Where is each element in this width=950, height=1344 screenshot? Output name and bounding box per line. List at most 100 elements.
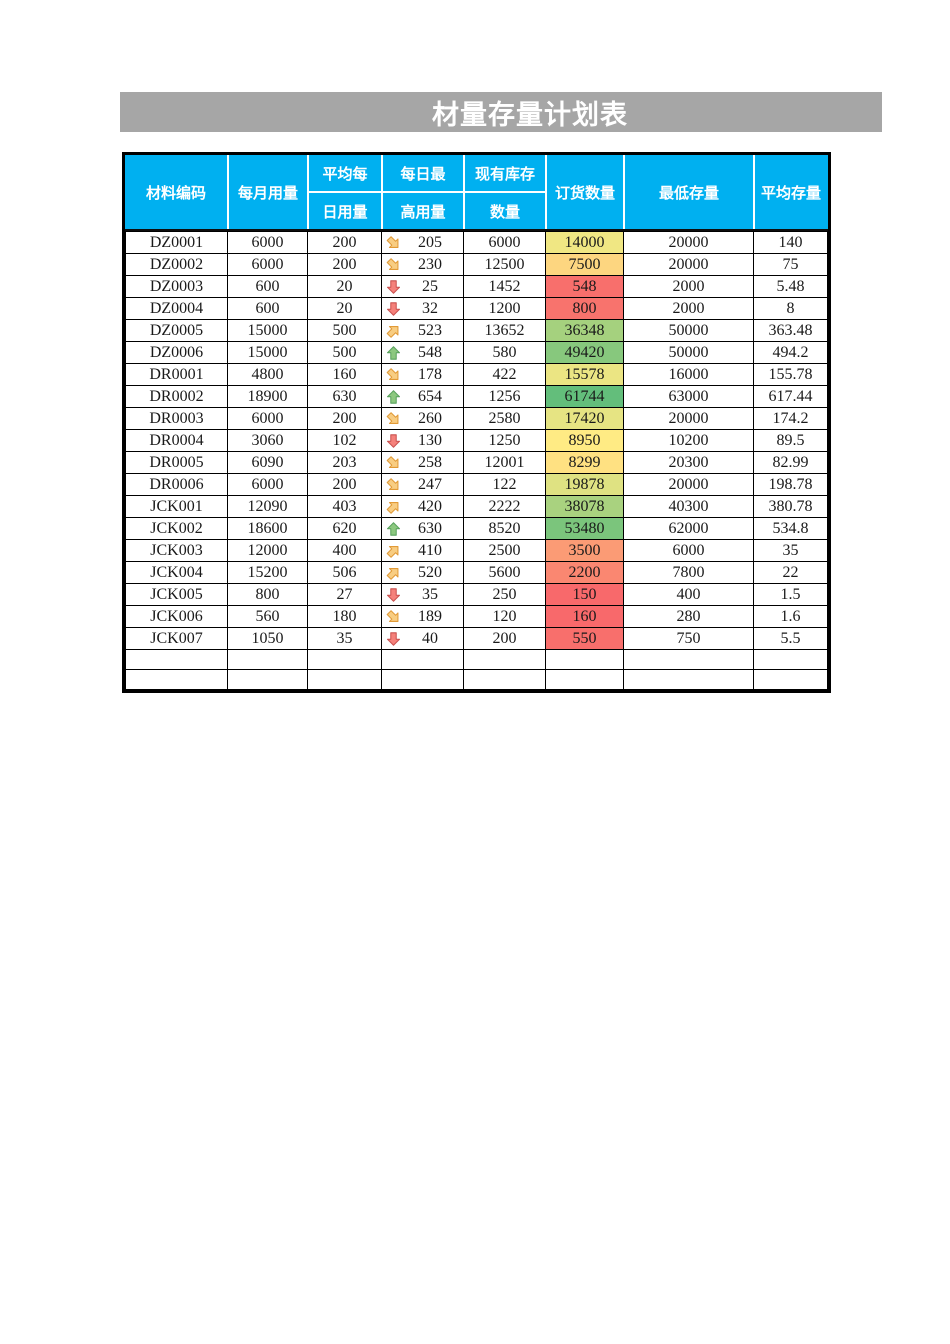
cell-min-stock[interactable]: 63000 bbox=[623, 385, 754, 408]
cell-min-stock[interactable]: 2000 bbox=[623, 275, 754, 298]
cell-current-stock[interactable]: 2500 bbox=[463, 539, 546, 562]
cell-material-code[interactable]: JCK005 bbox=[125, 583, 228, 606]
cell-avg-stock[interactable]: 8 bbox=[753, 297, 828, 320]
header-min-stock[interactable]: 最低存量 bbox=[623, 155, 753, 229]
cell-order-qty[interactable]: 15578 bbox=[545, 363, 624, 386]
cell-monthly-usage[interactable]: 800 bbox=[227, 583, 308, 606]
cell-avg-stock[interactable]: 89.5 bbox=[753, 429, 828, 452]
cell-monthly-usage[interactable]: 18900 bbox=[227, 385, 308, 408]
cell-min-stock[interactable]: 280 bbox=[623, 605, 754, 628]
cell-material-code[interactable]: DZ0005 bbox=[125, 319, 228, 342]
cell-material-code[interactable]: JCK004 bbox=[125, 561, 228, 584]
cell-avg-daily-usage[interactable]: 500 bbox=[307, 319, 382, 342]
cell-material-code[interactable]: DR0004 bbox=[125, 429, 228, 452]
header-avg-daily-usage[interactable]: 平均每 日用量 bbox=[307, 155, 381, 229]
cell-daily-max-usage[interactable]: 654 bbox=[381, 385, 464, 408]
cell-min-stock[interactable]: 20000 bbox=[623, 231, 754, 254]
cell-monthly-usage[interactable]: 15000 bbox=[227, 341, 308, 364]
cell-min-stock[interactable]: 20000 bbox=[623, 253, 754, 276]
cell-order-qty[interactable]: 61744 bbox=[545, 385, 624, 408]
cell-monthly-usage[interactable]: 6000 bbox=[227, 407, 308, 430]
header-current-stock[interactable]: 现有库存 数量 bbox=[463, 155, 545, 229]
cell-current-stock[interactable]: 12500 bbox=[463, 253, 546, 276]
cell-min-stock[interactable]: 7800 bbox=[623, 561, 754, 584]
cell-material-code[interactable]: DZ0001 bbox=[125, 231, 228, 254]
cell-material-code[interactable]: DR0003 bbox=[125, 407, 228, 430]
cell-material-code[interactable]: JCK003 bbox=[125, 539, 228, 562]
empty-cell[interactable] bbox=[623, 649, 754, 670]
cell-current-stock[interactable]: 250 bbox=[463, 583, 546, 606]
header-daily-max-usage[interactable]: 每日最 高用量 bbox=[381, 155, 463, 229]
cell-monthly-usage[interactable]: 6000 bbox=[227, 253, 308, 276]
cell-current-stock[interactable]: 8520 bbox=[463, 517, 546, 540]
cell-min-stock[interactable]: 400 bbox=[623, 583, 754, 606]
cell-daily-max-usage[interactable]: 40 bbox=[381, 627, 464, 650]
cell-current-stock[interactable]: 13652 bbox=[463, 319, 546, 342]
cell-avg-daily-usage[interactable]: 403 bbox=[307, 495, 382, 518]
cell-min-stock[interactable]: 62000 bbox=[623, 517, 754, 540]
cell-order-qty[interactable]: 36348 bbox=[545, 319, 624, 342]
cell-order-qty[interactable]: 49420 bbox=[545, 341, 624, 364]
cell-avg-stock[interactable]: 155.78 bbox=[753, 363, 828, 386]
empty-cell[interactable] bbox=[125, 649, 228, 670]
cell-current-stock[interactable]: 1250 bbox=[463, 429, 546, 452]
cell-avg-stock[interactable]: 1.6 bbox=[753, 605, 828, 628]
cell-min-stock[interactable]: 20000 bbox=[623, 407, 754, 430]
cell-avg-stock[interactable]: 363.48 bbox=[753, 319, 828, 342]
cell-min-stock[interactable]: 6000 bbox=[623, 539, 754, 562]
empty-cell[interactable] bbox=[463, 649, 546, 670]
cell-current-stock[interactable]: 1256 bbox=[463, 385, 546, 408]
cell-monthly-usage[interactable]: 6000 bbox=[227, 473, 308, 496]
cell-avg-daily-usage[interactable]: 180 bbox=[307, 605, 382, 628]
empty-cell[interactable] bbox=[381, 669, 464, 690]
cell-avg-stock[interactable]: 380.78 bbox=[753, 495, 828, 518]
empty-cell[interactable] bbox=[227, 669, 308, 690]
sheet-title-bar[interactable]: 材量存量计划表 bbox=[120, 92, 882, 132]
cell-material-code[interactable]: DZ0006 bbox=[125, 341, 228, 364]
cell-order-qty[interactable]: 7500 bbox=[545, 253, 624, 276]
cell-avg-daily-usage[interactable]: 35 bbox=[307, 627, 382, 650]
cell-material-code[interactable]: DR0006 bbox=[125, 473, 228, 496]
cell-avg-stock[interactable]: 5.48 bbox=[753, 275, 828, 298]
cell-current-stock[interactable]: 2580 bbox=[463, 407, 546, 430]
cell-avg-stock[interactable]: 1.5 bbox=[753, 583, 828, 606]
cell-avg-stock[interactable]: 82.99 bbox=[753, 451, 828, 474]
cell-min-stock[interactable]: 16000 bbox=[623, 363, 754, 386]
cell-material-code[interactable]: JCK007 bbox=[125, 627, 228, 650]
empty-cell[interactable] bbox=[307, 649, 382, 670]
cell-current-stock[interactable]: 122 bbox=[463, 473, 546, 496]
cell-avg-daily-usage[interactable]: 200 bbox=[307, 253, 382, 276]
cell-monthly-usage[interactable]: 600 bbox=[227, 297, 308, 320]
cell-order-qty[interactable]: 160 bbox=[545, 605, 624, 628]
cell-order-qty[interactable]: 17420 bbox=[545, 407, 624, 430]
cell-order-qty[interactable]: 8950 bbox=[545, 429, 624, 452]
cell-daily-max-usage[interactable]: 520 bbox=[381, 561, 464, 584]
cell-material-code[interactable]: JCK006 bbox=[125, 605, 228, 628]
cell-daily-max-usage[interactable]: 258 bbox=[381, 451, 464, 474]
cell-order-qty[interactable]: 3500 bbox=[545, 539, 624, 562]
cell-material-code[interactable]: DR0002 bbox=[125, 385, 228, 408]
cell-daily-max-usage[interactable]: 420 bbox=[381, 495, 464, 518]
cell-monthly-usage[interactable]: 560 bbox=[227, 605, 308, 628]
cell-avg-daily-usage[interactable]: 102 bbox=[307, 429, 382, 452]
cell-avg-stock[interactable]: 35 bbox=[753, 539, 828, 562]
cell-avg-daily-usage[interactable]: 160 bbox=[307, 363, 382, 386]
cell-current-stock[interactable]: 1452 bbox=[463, 275, 546, 298]
cell-order-qty[interactable]: 150 bbox=[545, 583, 624, 606]
cell-monthly-usage[interactable]: 15200 bbox=[227, 561, 308, 584]
cell-current-stock[interactable]: 580 bbox=[463, 341, 546, 364]
cell-avg-daily-usage[interactable]: 500 bbox=[307, 341, 382, 364]
cell-daily-max-usage[interactable]: 410 bbox=[381, 539, 464, 562]
empty-cell[interactable] bbox=[545, 649, 624, 670]
cell-current-stock[interactable]: 1200 bbox=[463, 297, 546, 320]
cell-min-stock[interactable]: 40300 bbox=[623, 495, 754, 518]
cell-material-code[interactable]: DR0001 bbox=[125, 363, 228, 386]
empty-cell[interactable] bbox=[381, 649, 464, 670]
cell-material-code[interactable]: DZ0004 bbox=[125, 297, 228, 320]
cell-min-stock[interactable]: 750 bbox=[623, 627, 754, 650]
cell-daily-max-usage[interactable]: 548 bbox=[381, 341, 464, 364]
cell-avg-stock[interactable]: 494.2 bbox=[753, 341, 828, 364]
cell-daily-max-usage[interactable]: 260 bbox=[381, 407, 464, 430]
empty-cell[interactable] bbox=[463, 669, 546, 690]
cell-order-qty[interactable]: 38078 bbox=[545, 495, 624, 518]
